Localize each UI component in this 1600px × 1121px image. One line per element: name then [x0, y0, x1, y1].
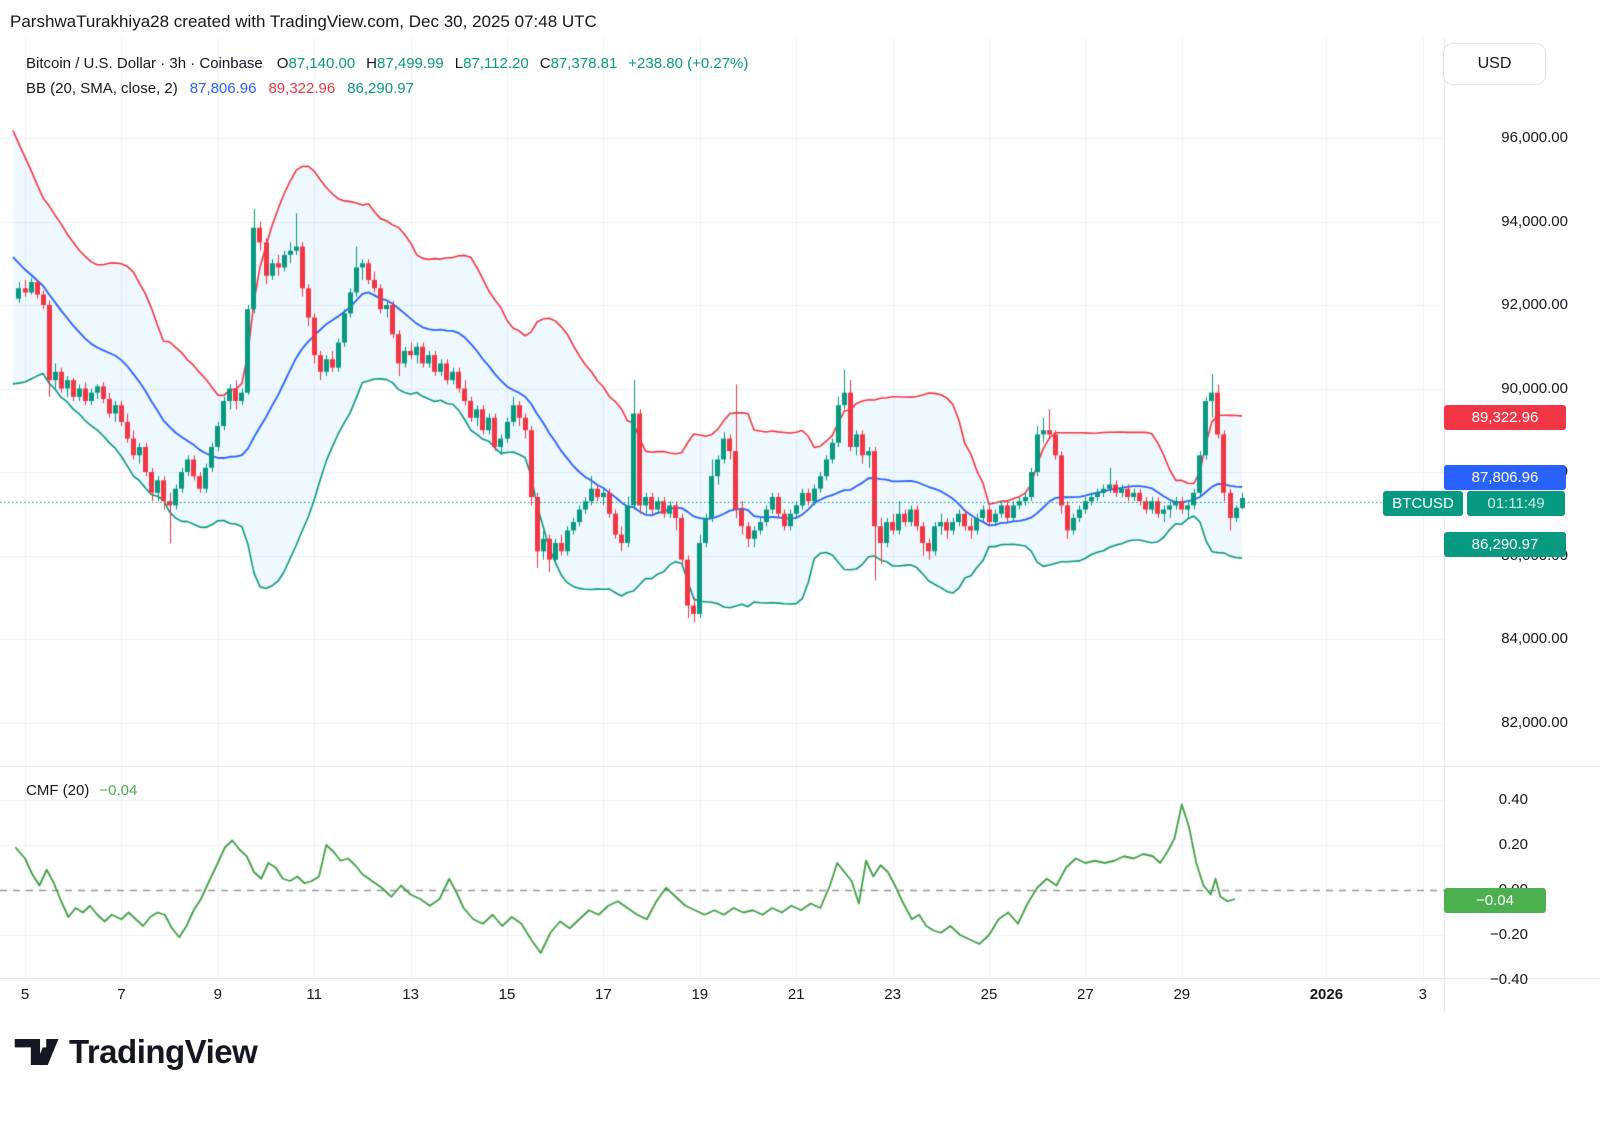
time-axis-label: 17: [595, 986, 612, 1003]
bb-lower-price-badge: 86,290.97: [1444, 531, 1566, 557]
tradingview-logo-text: TradingView: [69, 1033, 258, 1070]
high-letter: H: [366, 55, 378, 72]
open-letter: O: [276, 55, 289, 72]
time-axis-label: 21: [787, 986, 805, 1003]
bb-upper-price-badge: 89,322.96: [1444, 404, 1566, 430]
bb-indicator-label: BB (20, SMA, close, 2): [26, 80, 178, 97]
price-change: +238.80 (+0.27%): [628, 55, 749, 72]
bb-lower-value: 86,290.97: [347, 80, 414, 97]
time-axis-label: 19: [691, 986, 709, 1003]
symbol-legend: Bitcoin / U.S. Dollar · 3h · Coinbase O …: [26, 51, 748, 101]
ohlc-high: H 87,499.99: [366, 55, 444, 72]
price-axis-label: 96,000.00: [1501, 129, 1568, 146]
time-axis-label: 5: [20, 986, 30, 1003]
time-axis-label: 7: [117, 986, 126, 1003]
cmf-axis-label: 0.20: [1498, 836, 1528, 853]
time-axis-label: 29: [1173, 986, 1191, 1003]
price-axis-label: 84,000.00: [1501, 630, 1568, 647]
cmf-axis-label: −0.20: [1490, 926, 1528, 943]
bb-upper-value: 89,322.96: [268, 80, 336, 97]
cmf-value-badge: −0.04: [1444, 887, 1546, 913]
symbol-name-badge: BTCUSD: [1383, 490, 1463, 516]
currency-unit-button[interactable]: USD: [1443, 43, 1546, 85]
time-axis-label: 25: [980, 986, 998, 1003]
time-axis-label: 27: [1077, 986, 1094, 1003]
low-letter: L: [454, 55, 464, 72]
time-axis-label: 15: [498, 986, 516, 1003]
ohlc-close: C 87,378.81: [540, 55, 618, 72]
bar-countdown-badge: 01:11:49: [1467, 490, 1565, 516]
low-value: 87,112.20: [463, 55, 529, 72]
watermark-attribution: ParshwaTurakhiya28 created with TradingV…: [10, 12, 597, 31]
price-axis-label: 82,000.00: [1501, 713, 1568, 731]
symbol-legend-row[interactable]: Bitcoin / U.S. Dollar · 3h · Coinbase O …: [26, 51, 748, 76]
close-letter: C: [539, 55, 551, 72]
symbol-title: Bitcoin / U.S. Dollar · 3h · Coinbase: [26, 55, 263, 72]
bb-legend-row[interactable]: BB (20, SMA, close, 2) 87,806.96 89,322.…: [26, 76, 748, 101]
bb-basis-price-badge: 87,806.96: [1444, 464, 1566, 490]
time-axis-label: 9: [213, 986, 222, 1003]
time-axis-label: 23: [884, 986, 901, 1003]
time-axis-label: 11: [306, 986, 322, 1003]
time-axis-label: 3: [1418, 986, 1427, 1003]
cmf-axis-label: 0.40: [1498, 791, 1528, 808]
cmf-indicator-label: CMF (20): [26, 781, 90, 799]
price-axis-label: 90,000.00: [1501, 379, 1568, 397]
price-axis-label: 92,000.00: [1501, 296, 1568, 313]
high-value: 87,499.99: [377, 55, 444, 72]
cmf-axis-label: −0.40: [1490, 971, 1528, 988]
time-axis-label: 13: [402, 986, 419, 1003]
ohlc-open: O 87,140.00: [277, 55, 355, 72]
price-axis-label: 94,000.00: [1501, 212, 1568, 230]
open-value: 87,140.00: [288, 55, 356, 72]
cmf-indicator-value: −0.04: [99, 781, 138, 799]
tradingview-logo-icon: [14, 1038, 59, 1066]
close-value: 87,378.81: [550, 55, 618, 72]
time-axis-label: 2026: [1309, 986, 1344, 1003]
ohlc-low: L 87,112.20: [455, 55, 529, 72]
tradingview-logo[interactable]: TradingView: [14, 1032, 258, 1072]
cmf-legend-row[interactable]: CMF (20) −0.04: [26, 779, 137, 801]
bb-basis-value: 87,806.96: [189, 80, 257, 97]
